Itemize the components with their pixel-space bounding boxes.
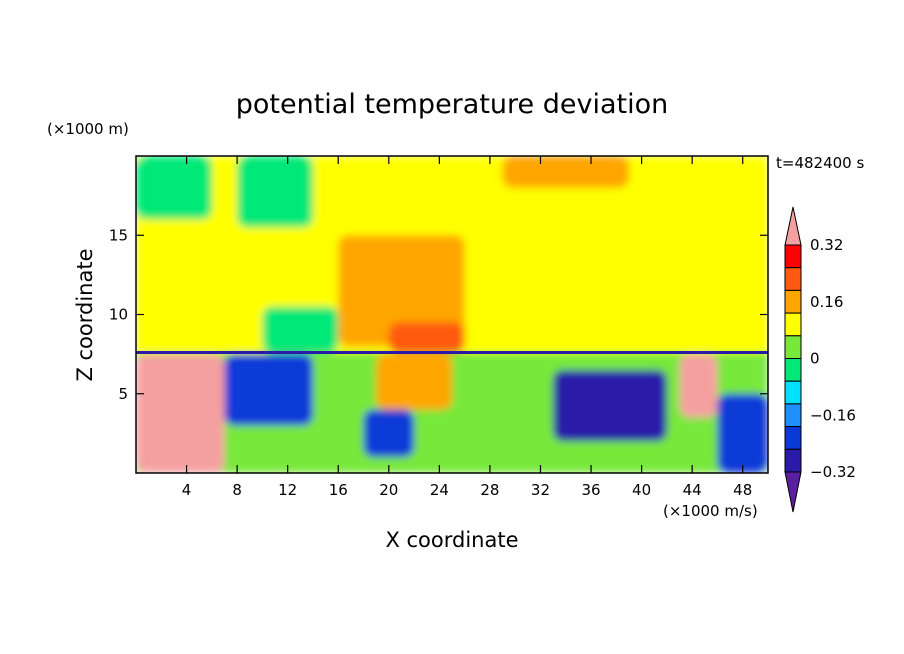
y-tick-label: 10 (109, 306, 128, 324)
x-tick-label: 48 (733, 481, 752, 499)
colorbar-band (784, 267, 802, 291)
colorbar-label: −0.32 (810, 463, 856, 481)
x-tick-label: 4 (182, 481, 192, 499)
colorbar-label: 0 (810, 350, 820, 368)
colorbar-band (784, 448, 802, 473)
x-tick-label: 20 (379, 481, 398, 499)
x-tick-label: 12 (278, 481, 297, 499)
colorbar-label: 0.16 (810, 293, 843, 311)
colorbar-top-arrow (784, 206, 802, 246)
colorbar-label: 0.32 (810, 236, 843, 254)
y-unit-label: (×1000 m) (47, 120, 129, 138)
contour-region (553, 369, 667, 442)
x-tick-label: 16 (329, 481, 348, 499)
contour-region (717, 393, 768, 473)
colorbar-band (784, 403, 802, 428)
contour-region (388, 322, 465, 353)
contour-region (136, 156, 212, 220)
colorbar-band (784, 335, 802, 359)
x-tick-label: 44 (683, 481, 702, 499)
chart-title: potential temperature deviation (236, 89, 668, 120)
colorbar-band (784, 358, 802, 382)
y-tick-label: 15 (109, 226, 128, 244)
x-unit-label: (×1000 m/s) (663, 502, 758, 520)
contour-region (363, 409, 415, 458)
y-tick-label: 5 (118, 385, 128, 403)
y-axis-ticks: 5 10 15 (109, 226, 768, 403)
contour-region (136, 354, 225, 473)
contour-region (224, 354, 313, 426)
contour-region (262, 306, 339, 353)
contour-region (376, 354, 452, 410)
x-axis-label: X coordinate (385, 528, 518, 552)
colorbar-band (784, 426, 802, 450)
x-tick-label: 24 (430, 481, 449, 499)
x-tick-label: 28 (480, 481, 499, 499)
colorbar-band (784, 312, 802, 337)
time-label: t=482400 s (776, 154, 864, 172)
plot-area (136, 156, 768, 473)
colorbar-band (784, 289, 802, 314)
x-tick-label: 8 (232, 481, 242, 499)
x-axis-ticks: 4 8 12 16 20 24 28 32 36 40 44 48 (182, 156, 752, 499)
colorbar-bottom-arrow (784, 471, 802, 513)
colorbar-band (784, 380, 802, 405)
contour-region (237, 156, 313, 228)
contour-region (679, 354, 718, 418)
colorbar-band (784, 244, 802, 269)
x-tick-label: 32 (531, 481, 550, 499)
contour-region (452, 377, 541, 458)
colorbar: 0.32 0.16 0 −0.16 −0.32 (784, 206, 856, 513)
colorbar-label: −0.16 (810, 406, 856, 424)
contour-region (502, 156, 629, 188)
contour-regions (136, 156, 768, 473)
y-axis-label: Z coordinate (73, 248, 97, 381)
x-tick-label: 36 (581, 481, 600, 499)
x-tick-label: 40 (632, 481, 651, 499)
contour-region (338, 235, 465, 347)
